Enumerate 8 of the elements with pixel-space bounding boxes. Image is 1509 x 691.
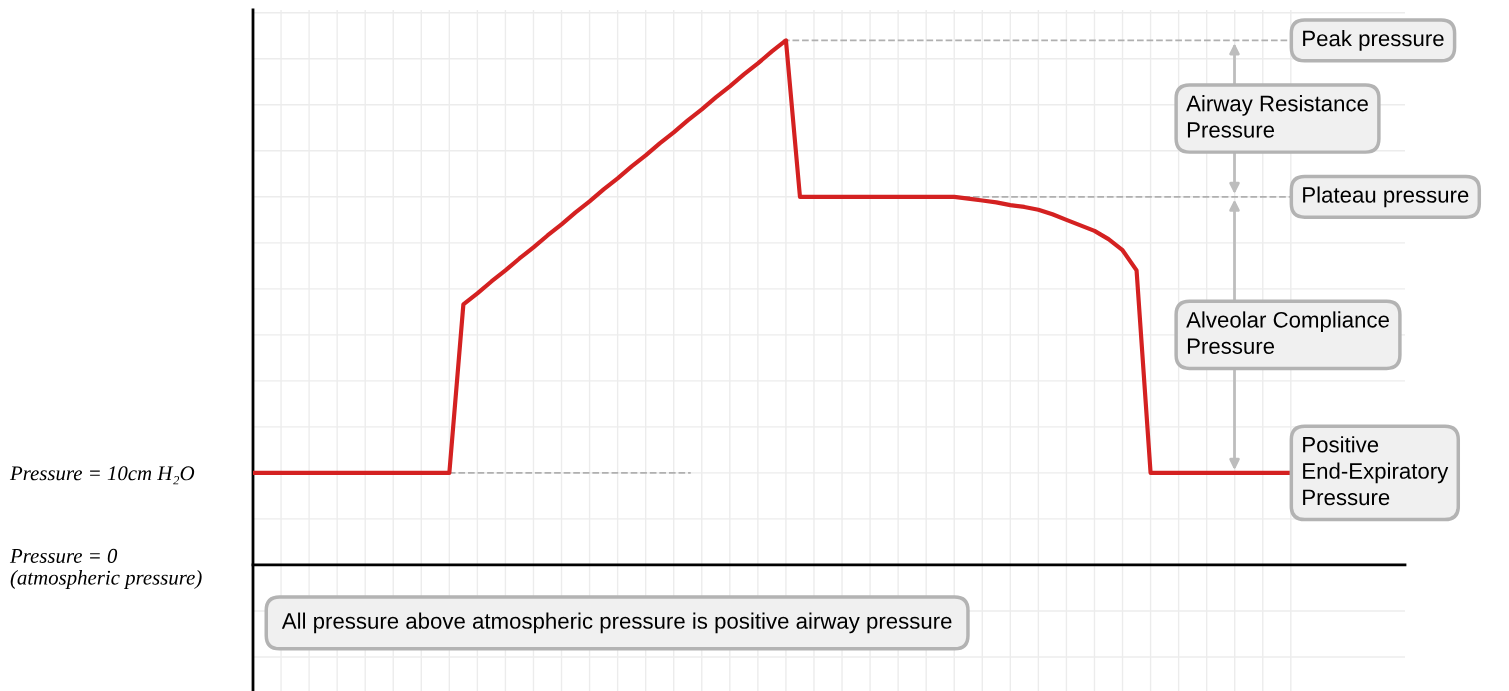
annotation: Airway Resistance Pressure [1186, 95, 1368, 138]
annotation: Alveolar Compliance Pressure [1186, 311, 1389, 354]
y-tick-label: Pressure = 10cm H₂O [9, 466, 195, 485]
annotation: All pressure above atmospheric pressure is positive airway pressure [281, 612, 952, 634]
y-tick-label: Pressure = 0 (atmospheric pressure) [9, 548, 202, 589]
text: Positive End-Expiratory Pressure [1303, 436, 1449, 506]
ref-line-label: Peak pressure [1303, 30, 1444, 51]
ref-line-label: Plateau pressure [1303, 186, 1469, 208]
